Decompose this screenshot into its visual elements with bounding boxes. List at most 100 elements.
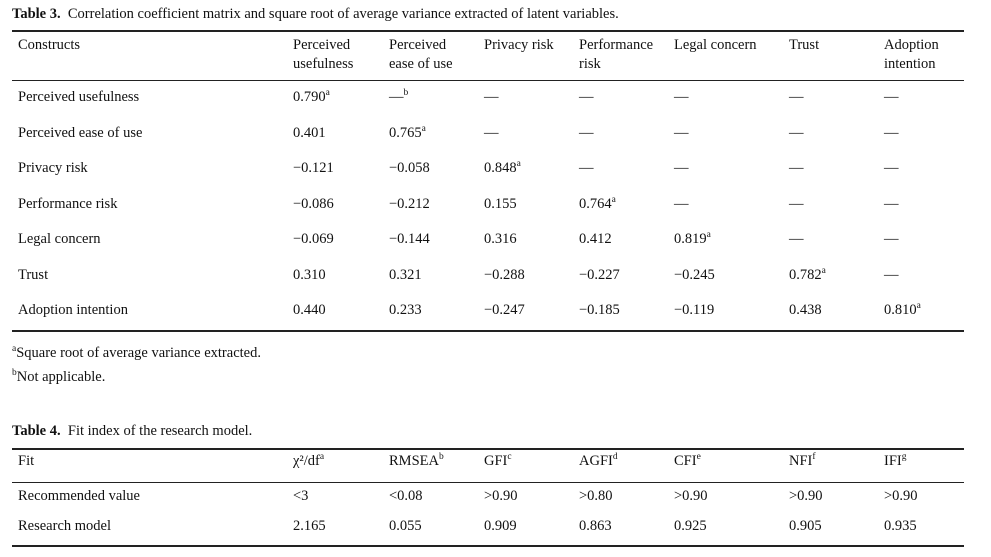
cell-value: — xyxy=(674,160,689,176)
footnote-text: Not applicable. xyxy=(16,369,106,385)
footnote-mark: b xyxy=(438,452,444,462)
table3-cell: — xyxy=(884,196,899,213)
header-line: Perceived xyxy=(293,37,351,53)
table4-cell: >0.80 xyxy=(579,488,613,504)
table3-column-header: Constructs xyxy=(18,36,80,55)
table3-cell: 0.412 xyxy=(579,231,612,248)
table4-row-label: Recommended value xyxy=(18,488,140,504)
footnote-mark: a xyxy=(821,266,826,276)
table3-cell: −0.227 xyxy=(579,267,620,284)
table3-cell: 0.401 xyxy=(293,125,326,142)
table3-cell: −0.245 xyxy=(674,267,715,284)
table4-cell: 0.863 xyxy=(579,518,612,534)
cell-value: 0.810 xyxy=(884,302,917,318)
footnote-mark: a xyxy=(611,195,616,205)
table3-cell: 0.782a xyxy=(789,266,826,284)
cell-value: 0.310 xyxy=(293,267,326,283)
cell-value: — xyxy=(884,231,899,247)
header-line: Performance xyxy=(579,37,654,53)
footnote-mark: a xyxy=(12,344,17,354)
table3-cell: — xyxy=(789,160,804,177)
cell-value: −0.185 xyxy=(579,302,620,318)
table4-column-header: CFIe xyxy=(674,452,701,470)
cell-value: — xyxy=(884,267,899,283)
header-text: IFI xyxy=(884,453,902,469)
table3-cell: 0.819a xyxy=(674,230,711,248)
header-text: AGFI xyxy=(579,453,613,469)
header-line: ease of use xyxy=(389,56,453,72)
cell-value: 0.764 xyxy=(579,196,612,212)
cell-value: 0.782 xyxy=(789,267,822,283)
footnote-mark: b xyxy=(403,88,409,98)
header-text: GFI xyxy=(484,453,508,469)
cell-value: −0.058 xyxy=(389,160,430,176)
table4-column-header: RMSEAb xyxy=(389,452,444,470)
cell-value: 0.412 xyxy=(579,231,612,247)
table4-cell: >0.90 xyxy=(484,488,518,504)
cell-value: 0.321 xyxy=(389,267,422,283)
table3-cell: — xyxy=(884,231,899,248)
table3-cell: −0.212 xyxy=(389,196,430,213)
footnote-mark: a xyxy=(421,124,426,134)
cell-value: 0.765 xyxy=(389,125,422,141)
cell-value: — xyxy=(579,125,594,141)
table4-column-header: NFIf xyxy=(789,452,816,470)
header-line: Trust xyxy=(789,37,820,53)
table3-column-header: Performance risk xyxy=(579,36,653,74)
table4-top-rule xyxy=(12,448,964,450)
footnote-mark: a xyxy=(319,452,325,462)
table3-cell: — xyxy=(579,125,594,142)
table4-cell: 0.925 xyxy=(674,518,707,534)
table3-footnote-a: aSquare root of average variance extract… xyxy=(12,344,261,362)
cell-value: −0.288 xyxy=(484,267,525,283)
table4-label: Table 4. xyxy=(12,423,61,439)
footnote-mark: d xyxy=(612,452,618,462)
header-line: Adoption xyxy=(884,37,939,53)
table3-cell: 0.438 xyxy=(789,302,822,319)
cell-value: — xyxy=(789,231,804,247)
table3-cell: −0.058 xyxy=(389,160,430,177)
footnote-mark: a xyxy=(706,230,711,240)
cell-value: −0.144 xyxy=(389,231,430,247)
cell-value: — xyxy=(579,160,594,176)
table4-cell: <0.08 xyxy=(389,488,423,504)
table3-cell: — xyxy=(674,160,689,177)
header-text: χ²/df xyxy=(293,453,320,469)
cell-value: — xyxy=(579,89,594,105)
cell-value: −0.212 xyxy=(389,196,430,212)
header-text: NFI xyxy=(789,453,813,469)
table3-row-label: Trust xyxy=(18,267,49,283)
table4-header-rule xyxy=(12,482,964,483)
table4-caption-text: Fit index of the research model. xyxy=(67,423,253,439)
table3-cell: −0.121 xyxy=(293,160,334,177)
table4-cell: 0.935 xyxy=(884,518,917,534)
footnote-mark: a xyxy=(516,159,521,169)
table3-cell: — xyxy=(579,160,594,177)
table3-cell: 0.790a xyxy=(293,88,330,106)
footnote-mark: g xyxy=(901,452,907,462)
cell-value: — xyxy=(884,160,899,176)
table3-column-header: Perceived ease of use xyxy=(389,36,453,74)
header-line: Constructs xyxy=(18,37,81,53)
cell-value: 0.848 xyxy=(484,160,517,176)
cell-value: — xyxy=(884,125,899,141)
cell-value: — xyxy=(884,89,899,105)
cell-value: 0.819 xyxy=(674,231,707,247)
table3-column-header: Perceived usefulness xyxy=(293,36,353,74)
table3-bottom-rule xyxy=(12,330,964,332)
table4-cell: 0.905 xyxy=(789,518,822,534)
table3-cell: — xyxy=(789,89,804,106)
table3-cell: 0.440 xyxy=(293,302,326,319)
table3-cell: — xyxy=(484,125,499,142)
table3-row-label: Adoption intention xyxy=(18,302,128,318)
table3-cell: — xyxy=(884,267,899,284)
table3-row-label: Privacy risk xyxy=(18,160,88,176)
table3-cell: 0.848a xyxy=(484,159,521,177)
table4-bottom-rule xyxy=(12,545,964,547)
cell-value: −0.119 xyxy=(674,302,715,318)
table3-cell: −0.247 xyxy=(484,302,525,319)
footnote-text: Square root of average variance extracte… xyxy=(16,345,261,361)
table4-cell: 0.909 xyxy=(484,518,517,534)
table3-label: Table 3. xyxy=(12,6,61,22)
table3-cell: −0.185 xyxy=(579,302,620,319)
